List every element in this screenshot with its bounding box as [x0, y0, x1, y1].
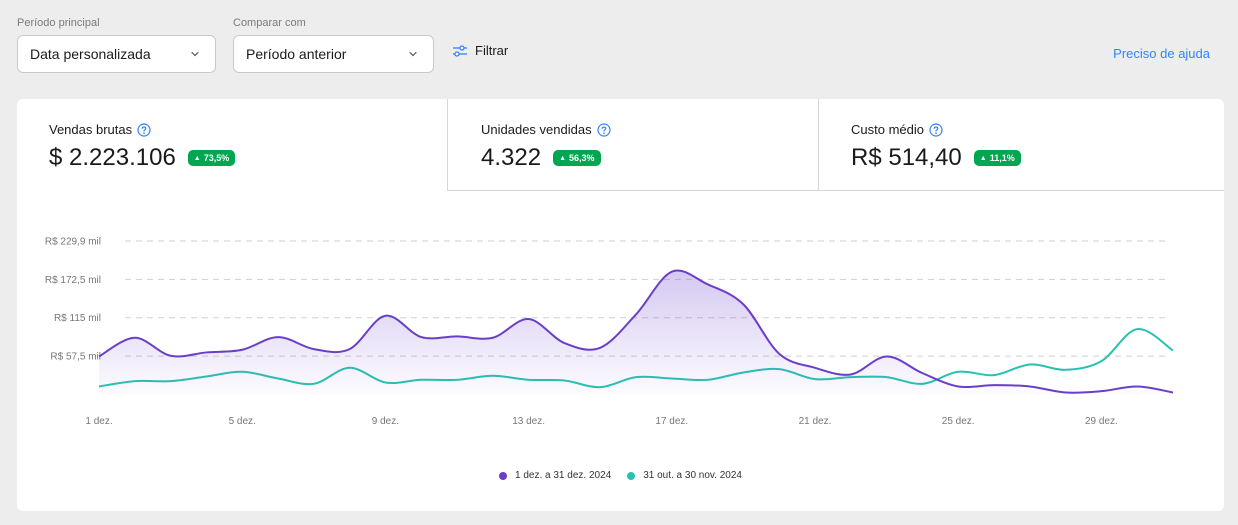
sales-line-chart: R$ 57,5 mil R$ 115 mil R$ 172,5 mil R$ 229,… [45, 237, 1174, 427]
change-badge: ▲ 73,5% [187, 150, 236, 166]
metric-label: Vendas brutas [49, 122, 133, 137]
legend-dot [499, 471, 507, 480]
y-tick-label: R$ 115 mil [54, 313, 101, 324]
chevron-down-icon [191, 51, 199, 57]
help-circle-icon[interactable] [929, 122, 943, 137]
compare-period-label: Comparar com [233, 17, 306, 29]
filter-button-label: Filtrar [475, 43, 509, 58]
help-link[interactable]: Preciso de ajuda [1113, 46, 1210, 61]
change-value: 56,3% [569, 153, 595, 163]
y-tick-label: R$ 229,9 mil [45, 237, 101, 248]
x-tick-label: 25 dez. [942, 416, 975, 427]
legend-label: 1 dez. a 31 dez. 2024 [515, 470, 612, 481]
arrow-up-icon: ▲ [559, 154, 566, 162]
y-tick-label: R$ 172,5 mil [45, 275, 101, 286]
metric-value: R$ 514,40 [851, 144, 962, 171]
legend-label: 31 out. a 30 nov. 2024 [643, 470, 742, 481]
x-tick-label: 5 dez. [229, 416, 256, 427]
change-badge: ▲ 56,3% [553, 150, 601, 166]
x-tick-label: 9 dez. [372, 416, 399, 427]
primary-period-value: Data personalizada [30, 46, 151, 62]
change-value: 73,5% [203, 153, 230, 163]
metric-value: 4.322 [481, 144, 542, 171]
series-area-current [99, 270, 1173, 395]
y-tick-label: R$ 57,5 mil [50, 352, 101, 363]
x-tick-label: 17 dez. [655, 416, 688, 427]
chevron-down-icon [409, 51, 417, 57]
metric-label: Unidades vendidas [481, 122, 592, 137]
change-badge: ▲ 11,1% [973, 150, 1021, 166]
primary-period-label: Período principal [17, 17, 100, 29]
legend-item-current[interactable]: 1 dez. a 31 dez. 2024 [499, 470, 611, 481]
legend-dot [627, 471, 636, 480]
x-tick-label: 29 dez. [1085, 416, 1118, 427]
compare-period-select[interactable]: Período anterior [233, 35, 434, 73]
metric-value: $ 2.223.106 [49, 144, 176, 171]
metric-label: Custo médio [851, 122, 924, 137]
chart-legend: 1 dez. a 31 dez. 2024 31 out. a 30 nov. … [17, 470, 1224, 481]
change-value: 11,1% [989, 153, 1015, 163]
sales-card: Vendas brutas $ 2.223.106 ▲ 73,5% Unidade… [17, 99, 1224, 511]
metric-gross-sales[interactable]: Vendas brutas $ 2.223.106 ▲ 73,5% [17, 99, 447, 191]
metric-average-cost[interactable]: Custo médio R$ 514,40 ▲ 11,1% [819, 99, 1224, 191]
sliders-icon [453, 44, 467, 57]
x-tick-label: 1 dez. [85, 416, 112, 427]
compare-period-value: Período anterior [246, 46, 347, 62]
primary-period-select[interactable]: Data personalizada [17, 35, 216, 73]
legend-item-previous[interactable]: 31 out. a 30 nov. 2024 [627, 470, 742, 481]
help-circle-icon[interactable] [596, 122, 611, 137]
help-circle-icon[interactable] [137, 122, 151, 137]
filter-button[interactable]: Filtrar [452, 43, 508, 58]
x-tick-label: 21 dez. [799, 416, 832, 427]
x-tick-label: 13 dez. [512, 416, 545, 427]
arrow-up-icon: ▲ [979, 154, 987, 162]
series-line-current [98, 269, 1174, 394]
metric-units-sold[interactable]: Unidades vendidas 4.322 ▲ 56,3% [447, 99, 819, 191]
arrow-up-icon: ▲ [193, 154, 201, 162]
